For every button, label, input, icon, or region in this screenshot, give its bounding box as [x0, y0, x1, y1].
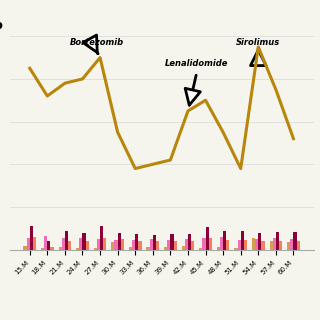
Bar [220, 237, 223, 250]
Bar [121, 239, 124, 250]
Bar [279, 241, 282, 250]
Bar [79, 238, 83, 250]
Bar [156, 242, 159, 250]
Bar [182, 246, 185, 250]
Bar [62, 238, 65, 250]
Bar [290, 239, 293, 250]
Bar [255, 239, 258, 250]
Bar [276, 232, 279, 250]
Bar [115, 240, 118, 250]
Bar [100, 226, 103, 250]
Bar [132, 240, 135, 250]
Bar [44, 236, 47, 250]
Bar [205, 227, 209, 250]
Bar [185, 239, 188, 250]
Bar [191, 241, 194, 250]
Bar [209, 238, 212, 250]
Bar [241, 231, 244, 250]
Bar [47, 242, 51, 250]
Bar [153, 235, 156, 250]
Bar [273, 238, 276, 250]
Bar [118, 233, 121, 250]
Bar [59, 247, 62, 250]
Bar [223, 231, 226, 250]
Bar [269, 241, 273, 250]
Bar [86, 242, 89, 250]
Bar [167, 240, 170, 250]
Bar [234, 248, 237, 250]
Bar [226, 240, 229, 250]
Bar [111, 242, 115, 250]
Bar [170, 234, 173, 250]
Bar [217, 247, 220, 250]
Text: Bortezomib: Bortezomib [69, 38, 124, 47]
Bar [258, 233, 261, 250]
Bar [138, 241, 141, 250]
Text: b: b [0, 19, 3, 32]
Bar [33, 237, 36, 250]
Bar [27, 238, 30, 250]
Bar [51, 247, 54, 250]
Bar [23, 246, 27, 250]
Bar [150, 239, 153, 250]
Bar [237, 240, 241, 250]
Bar [76, 248, 79, 250]
Bar [261, 242, 265, 250]
Bar [68, 241, 71, 250]
Bar [293, 232, 297, 250]
Bar [147, 247, 150, 250]
Bar [252, 238, 255, 250]
Bar [287, 242, 290, 250]
Bar [164, 247, 167, 250]
Bar [199, 248, 202, 250]
Bar [244, 240, 247, 250]
Bar [41, 248, 44, 250]
Bar [202, 238, 205, 250]
Bar [135, 234, 138, 250]
Bar [173, 242, 177, 250]
Bar [188, 234, 191, 250]
Bar [97, 239, 100, 250]
Text: Sirolimus: Sirolimus [236, 38, 280, 47]
Bar [65, 231, 68, 250]
Bar [83, 233, 86, 250]
Bar [297, 241, 300, 250]
Text: Lenalidomide: Lenalidomide [165, 59, 228, 68]
Bar [94, 248, 97, 250]
Bar [129, 247, 132, 250]
Bar [103, 238, 106, 250]
Bar [30, 226, 33, 250]
